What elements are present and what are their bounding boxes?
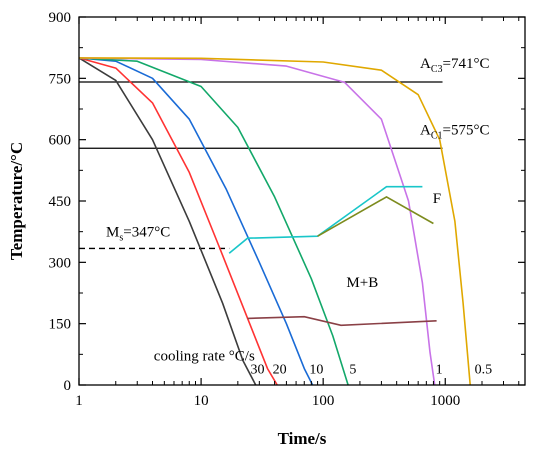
y-tick-label: 0 — [64, 378, 72, 394]
cooling-rate-label: 10 — [309, 363, 323, 378]
cooling-curve-30 — [78, 57, 257, 386]
cooling-curves — [78, 57, 471, 386]
y-tick-label: 450 — [49, 194, 72, 210]
phase-boundary-bainite-finish — [247, 315, 437, 327]
reference-line-label: AC1=575°C — [420, 122, 489, 141]
cooling-curve-20 — [78, 57, 278, 386]
axis-ticks: 1 10 100 1000 0 150 300 450 600 750 900 — [49, 10, 525, 409]
x-tick-label: 1000 — [430, 393, 460, 409]
y-tick-label: 750 — [49, 71, 72, 87]
phase-boundary-ferrite-finish — [317, 195, 434, 237]
reference-line-label: AC3=741°C — [420, 56, 489, 75]
cooling-curve-5 — [78, 57, 349, 386]
y-tick-label: 300 — [49, 255, 72, 271]
cooling-rate-label: 5 — [349, 363, 356, 378]
reference-lines — [79, 81, 443, 250]
y-tick-label: 150 — [49, 317, 72, 333]
region-annotation: cooling rate °C/s — [154, 348, 255, 364]
cooling-curve-10 — [78, 57, 314, 386]
y-axis-title: Temperature/°C — [7, 142, 26, 260]
cooling-rate-label: 0.5 — [475, 363, 493, 378]
cooling-rate-label: 30 — [251, 363, 265, 378]
cooling-rate-label: 1 — [436, 363, 443, 378]
cooling-curve-1 — [78, 57, 436, 386]
y-tick-label: 900 — [49, 10, 72, 26]
x-tick-label: 10 — [194, 393, 209, 409]
region-annotation: M+B — [346, 275, 378, 291]
phase-boundaries — [228, 185, 437, 327]
x-tick-label: 100 — [312, 393, 335, 409]
y-tick-label: 600 — [49, 133, 72, 149]
annotations: AC3=741°C AC1=575°C Ms=347°C F M+B cooling ra… — [106, 56, 492, 378]
region-annotation: F — [433, 191, 441, 207]
phase-boundary-ferrite-start — [228, 185, 423, 254]
cooling-curve-0.5 — [78, 57, 471, 386]
x-axis-title: Time/s — [278, 429, 327, 448]
cooling-rate-label: 20 — [273, 363, 287, 378]
reference-line-label: Ms=347°C — [106, 224, 170, 243]
x-tick-label: 1 — [75, 393, 83, 409]
plot-frame — [78, 16, 526, 386]
